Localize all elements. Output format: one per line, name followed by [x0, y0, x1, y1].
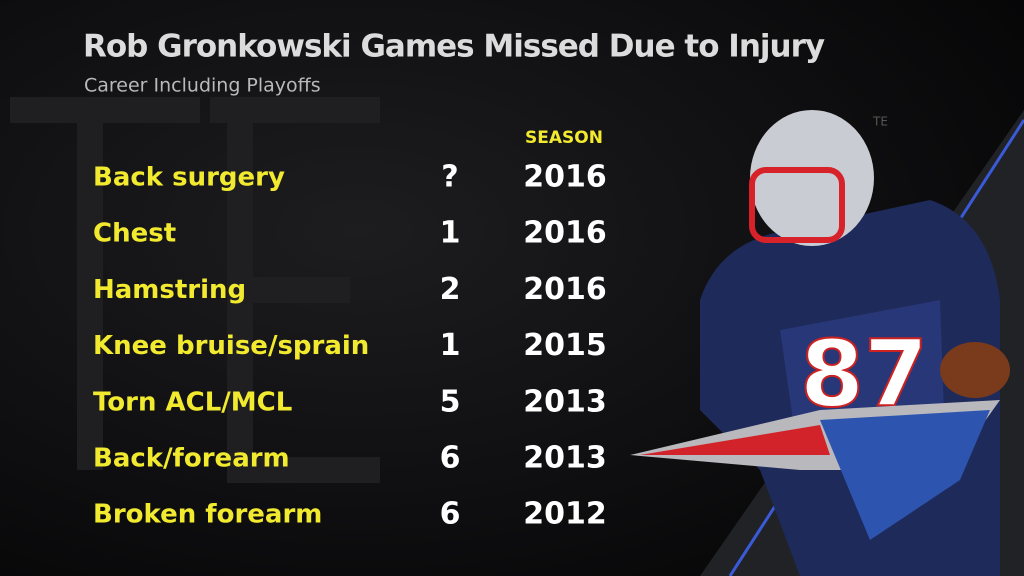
injury: Back/forearm [93, 444, 290, 474]
subtitle: Career Including Playoffs [84, 75, 321, 97]
games-missed: 1 [440, 328, 461, 363]
injury: Broken forearm [93, 500, 322, 530]
background-label: TE [872, 115, 888, 129]
games-missed: 1 [440, 216, 461, 251]
table: Back surgery? 2016 Chest 1 2016 Hamstring 2 201… [93, 160, 607, 532]
games-missed: 2 [440, 272, 461, 307]
games-missed: 6 [440, 497, 461, 532]
games-missed: 6 [440, 441, 461, 476]
injury: Back surgery [93, 163, 285, 193]
column-header: SEASON [525, 128, 603, 148]
background-logo [10, 97, 380, 483]
injury: Hamstring [93, 275, 246, 305]
injury: Chest [93, 219, 176, 249]
games-missed: ? [441, 160, 458, 195]
injury: Torn ACL/MCL [93, 387, 292, 417]
season: 2013 [523, 441, 607, 476]
games-missed: 5 [440, 384, 461, 419]
season: 2012 [523, 497, 607, 532]
player-illustration: 87 [630, 110, 1024, 576]
season: 2015 [523, 328, 607, 363]
title: Rob Gronkowski Games Missed Due to Injur… [83, 29, 825, 65]
season: 2016 [523, 272, 607, 307]
season: 2013 [523, 384, 607, 419]
injury: Knee bruise/sprain [93, 331, 369, 361]
season: 2016 [523, 160, 607, 195]
season: 2016 [523, 216, 607, 251]
